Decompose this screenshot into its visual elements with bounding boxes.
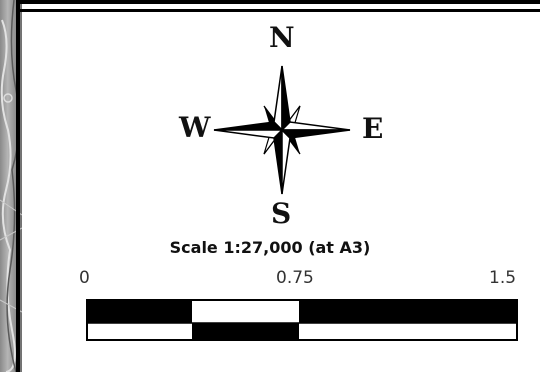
scale-segment-bottom-1: [87, 323, 192, 340]
compass-east-point: [280, 121, 351, 139]
north-arrow-compass: N W E S: [170, 20, 400, 235]
frame-left-border: [16, 0, 20, 372]
frame-top-inner-border: [20, 9, 540, 12]
compass-south-point: [273, 128, 291, 195]
scale-bar: [86, 299, 518, 341]
compass-label-east: E: [362, 112, 384, 145]
compass-west-point: [213, 121, 284, 139]
scale-tick-label-0: 0: [79, 268, 90, 288]
compass-label-south: S: [271, 197, 292, 230]
frame-top-border: [16, 0, 540, 4]
scale-title: Scale 1:27,000 (at A3): [169, 238, 371, 257]
compass-label-west: W: [179, 111, 211, 144]
scale-segment-bottom-3: [299, 323, 517, 340]
scale-tick-label-1: 0.75: [276, 268, 314, 288]
compass-label-north: N: [269, 21, 295, 54]
map-terrain-texture: [0, 0, 22, 372]
scale-segment-top-1: [87, 300, 192, 323]
scale-segment-top-3: [299, 300, 517, 323]
scale-tick-label-2: 1.5: [489, 268, 517, 288]
scale-segment-bottom-2: [192, 323, 299, 340]
compass-north-point: [273, 65, 291, 132]
scale-segment-top-2: [192, 300, 299, 323]
compass-rose-icon: [213, 65, 351, 195]
